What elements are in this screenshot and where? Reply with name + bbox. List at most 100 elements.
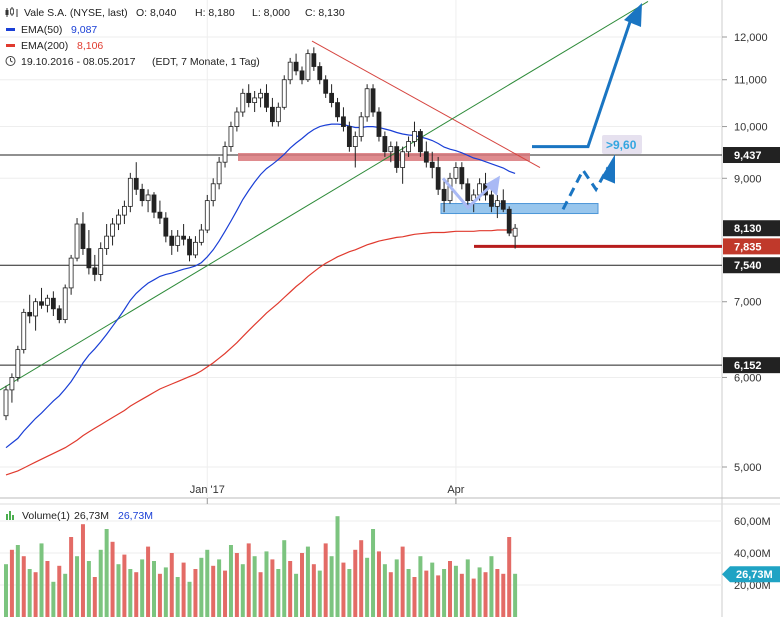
arrow-layer [441, 3, 642, 210]
candle-body [429, 161, 435, 168]
level-tag-label: 6,152 [734, 360, 762, 372]
candle-body [275, 106, 281, 123]
level-layer: 9,437 7,540 6,152 7,835 8,130 [0, 147, 780, 374]
volume-bar [252, 556, 257, 617]
candle-body [258, 92, 263, 99]
candle-body [9, 377, 15, 391]
price-panel [0, 0, 722, 498]
candle-body [346, 126, 352, 148]
candle-body [323, 79, 329, 94]
price-tag-label: 8,130 [734, 223, 762, 235]
volume-last-tag [722, 566, 780, 583]
price-tick-label: 6,000 [734, 372, 762, 384]
volume-bar [305, 546, 310, 617]
support-zone [440, 203, 599, 215]
candle-body [406, 141, 411, 153]
candle-body [246, 92, 252, 103]
level-tag-label: 9,437 [734, 150, 762, 162]
volume-bar [246, 543, 251, 617]
candle-body [293, 61, 299, 72]
ema50-label: EMA(50) [21, 24, 62, 36]
y-axis-panel [722, 0, 780, 617]
candles-icon [5, 7, 18, 17]
candle-body [222, 146, 228, 163]
volume-bar [45, 561, 50, 617]
instrument-title: Vale S.A. (NYSE, last) [24, 7, 128, 19]
volume-bar [258, 572, 263, 617]
candle-body [193, 241, 198, 256]
candle-body [441, 188, 447, 202]
candle-body [104, 235, 110, 249]
open-value: O: 8,040 [136, 7, 176, 19]
volume-bar [471, 578, 476, 617]
ema200-line [5, 229, 516, 476]
target-annotation: >9,60 [602, 135, 642, 154]
candle-body [92, 267, 98, 275]
volume-bar [15, 545, 20, 617]
volume-bar [163, 567, 168, 617]
level-tag [723, 147, 780, 164]
volume-bar [276, 569, 281, 617]
candle-body [240, 92, 246, 113]
volume-bar [495, 569, 500, 617]
candle-layer [3, 47, 518, 421]
volume-bar [323, 543, 328, 617]
volume-bar [371, 529, 376, 617]
candle-body [15, 349, 21, 378]
level-tag-label: 7,540 [734, 260, 762, 272]
volume-bar [341, 562, 346, 617]
ema50-layer [5, 123, 516, 449]
volume-bar [69, 537, 74, 617]
candle-body [388, 146, 394, 153]
volume-bar [513, 573, 518, 617]
axis-layer: 12,000 11,000 10,000 9,000 7,000 6,000 5,000 Ja… [190, 32, 768, 504]
volume-bar [300, 553, 304, 617]
candle-body [370, 88, 376, 113]
candle-body [500, 200, 506, 210]
candle-body [133, 177, 139, 190]
candle-body [412, 131, 417, 142]
candle-body [423, 151, 429, 163]
volume-bar [217, 559, 222, 617]
interval-info: (EDT, 7 Monate, 1 Tag) [152, 56, 260, 68]
candle-body [50, 297, 56, 310]
volume-bar [169, 553, 174, 617]
volume-bar [4, 564, 8, 617]
candle-body [400, 151, 406, 168]
ema200-layer [5, 229, 516, 476]
volume-bar [442, 569, 447, 617]
candle-body [56, 308, 62, 320]
volume-bar [39, 543, 44, 617]
volume-bar [63, 573, 68, 617]
volume-bar [75, 556, 80, 617]
volume-bar [294, 573, 299, 617]
candle-body [489, 194, 494, 207]
time-tick-label: Apr [447, 484, 464, 496]
candle-body [417, 131, 423, 153]
candle-body [139, 188, 145, 202]
candle-body [187, 238, 192, 256]
volume-bar [489, 556, 494, 617]
volume-bar [501, 573, 506, 617]
volume-value-1: 26,73M [74, 510, 109, 522]
volume-bar [27, 569, 32, 617]
volume-bar [465, 559, 470, 617]
ema200-value: 8,106 [77, 40, 103, 52]
close-value: C: 8,130 [305, 7, 345, 19]
candle-body [116, 214, 121, 225]
volume-bar [86, 561, 91, 617]
volume-bar [187, 581, 192, 617]
candle-body [74, 223, 80, 259]
candle-body [80, 223, 86, 249]
candle-body [329, 92, 335, 103]
volume-bar [394, 559, 399, 617]
candle-body [33, 301, 38, 317]
candle-body [210, 183, 216, 202]
candle-body [465, 183, 471, 202]
volume-bar [211, 565, 216, 617]
candle-body [122, 205, 127, 216]
candle-body [358, 116, 364, 137]
volume-tick-label: 40,00M [734, 548, 771, 560]
volume-bar [359, 540, 364, 617]
